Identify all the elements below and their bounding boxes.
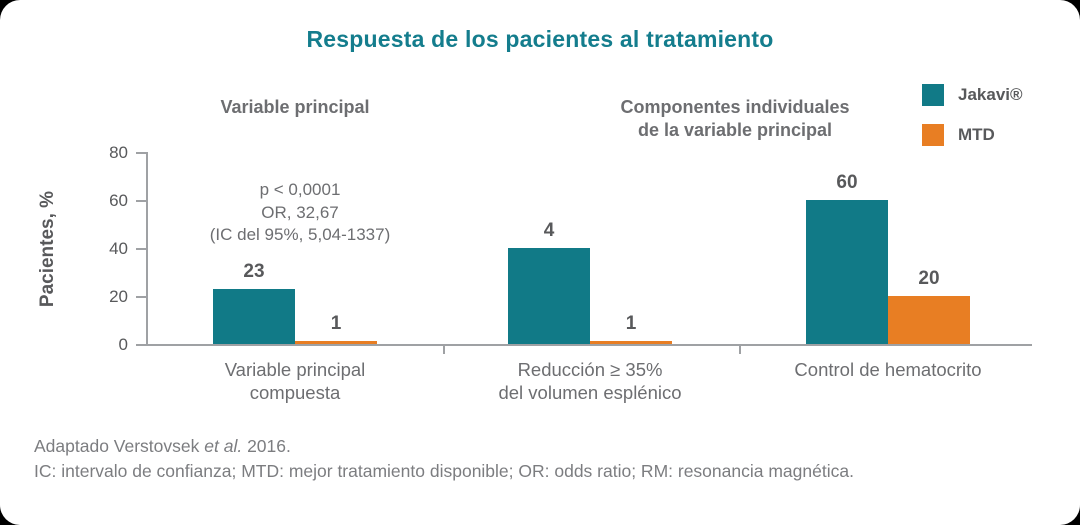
bar-value-label: 1 [330,313,342,334]
x-axis-category-label: Reducción ≥ 35% del volumen esplénico [498,359,682,404]
section-header-primary-variable: Variable principal [220,97,370,117]
y-tick-label: 80 [109,143,128,162]
bar-value-label: 1 [625,313,637,334]
y-tick-label: 20 [109,287,128,306]
bar-value-label: 4 [543,220,555,241]
bar-mtd [590,341,672,344]
footnote-source-etal: et al. [204,436,243,456]
mtd-color-swatch [922,124,944,146]
bar-jakavi [806,200,888,344]
bar-jakavi [508,248,590,344]
legend-label-mtd: MTD [958,125,995,144]
bar-jakavi [213,289,295,344]
footnote-source-prefix: Adaptado Verstovsek [34,436,205,456]
y-axis-tick [136,296,146,298]
y-tick-label: 0 [118,335,128,354]
legend-label-jakavi: Jakavi® [958,85,1023,104]
y-axis-tick [136,200,146,202]
jakavi-color-swatch [922,84,944,106]
y-axis-tick [136,152,146,154]
chart-title: Respuesta de los pacientes al tratamient… [306,26,774,52]
bar-mtd [888,296,970,344]
bar-value-label: 60 [836,172,858,193]
bar-value-label: 20 [918,268,940,289]
stats-annotation: p < 0,0001 OR, 32,67 (IC del 95%, 5,04-1… [209,180,391,245]
footnote-source-suffix: 2016. [242,436,291,456]
legend: Jakavi® MTD [922,84,1023,164]
legend-item-jakavi: Jakavi® [922,84,1023,106]
legend-item-mtd: MTD [922,124,1023,146]
y-axis-tick [136,248,146,250]
x-axis-line [146,344,1032,346]
x-axis-category-label: Variable principal compuesta [224,359,366,404]
bar-value-label: 23 [243,261,265,282]
y-tick-label: 40 [109,239,128,258]
y-axis-tick [136,344,146,346]
section-header-individual-components: Componentes individuales de la variable … [620,97,850,140]
footnote-source: Adaptado Verstovsek et al. 2016. [34,436,291,457]
y-tick-label: 60 [109,191,128,210]
bar-mtd [295,341,377,344]
x-axis-category-label: Control de hematocrito [794,359,982,380]
y-axis-line [146,152,148,345]
footnote-abbreviations: IC: intervalo de confianza; MTD: mejor t… [34,461,854,481]
y-axis-title: Pacientes, % [37,190,58,308]
x-axis-separator-tick [739,346,741,354]
x-axis-separator-tick [443,346,445,354]
